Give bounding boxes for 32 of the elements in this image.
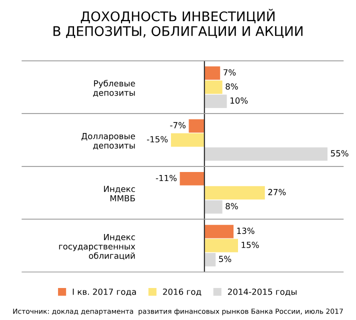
- legend-label: I кв. 2017 года: [72, 288, 136, 296]
- bar: [204, 200, 222, 214]
- data-label: -7%: [170, 122, 186, 128]
- y-tick-label: Индекс ММВБ: [104, 186, 135, 202]
- bar: [204, 224, 234, 238]
- bar: [204, 186, 265, 200]
- data-label: 10%: [230, 97, 248, 104]
- data-label: 7%: [224, 69, 236, 76]
- data-label: 13%: [237, 228, 254, 234]
- bar: [180, 172, 204, 186]
- bar: [204, 66, 220, 80]
- data-label: -11%: [156, 174, 177, 182]
- bar: [170, 133, 204, 147]
- data-label: 5%: [219, 256, 232, 262]
- bar: [204, 80, 222, 94]
- bar: [204, 252, 216, 266]
- data-label: -15%: [146, 136, 168, 142]
- bar: [188, 119, 204, 133]
- data-label: 8%: [226, 202, 238, 210]
- bar: [204, 238, 238, 252]
- bar: [204, 94, 227, 108]
- y-tick-label: Индекс государственных облигаций: [59, 234, 136, 260]
- legend-label: 2014-2015 годы: [228, 288, 297, 296]
- data-label: 8%: [226, 83, 238, 90]
- y-tick-label: Долларовые депозиты: [81, 133, 136, 150]
- y-tick-label: Рублевые депозиты: [93, 80, 136, 97]
- legend-label: 2016 год: [163, 288, 202, 296]
- chart-title: ДОХОДНОСТЬ ИНВЕСТИЦИЙ В ДЕПОЗИТЫ, ОБЛИГАЦИИ И АКЦИИ: [54, 8, 302, 38]
- data-label: 15%: [242, 242, 259, 248]
- data-label: 27%: [268, 188, 286, 196]
- bar: [204, 147, 328, 161]
- data-label: 55%: [330, 150, 348, 156]
